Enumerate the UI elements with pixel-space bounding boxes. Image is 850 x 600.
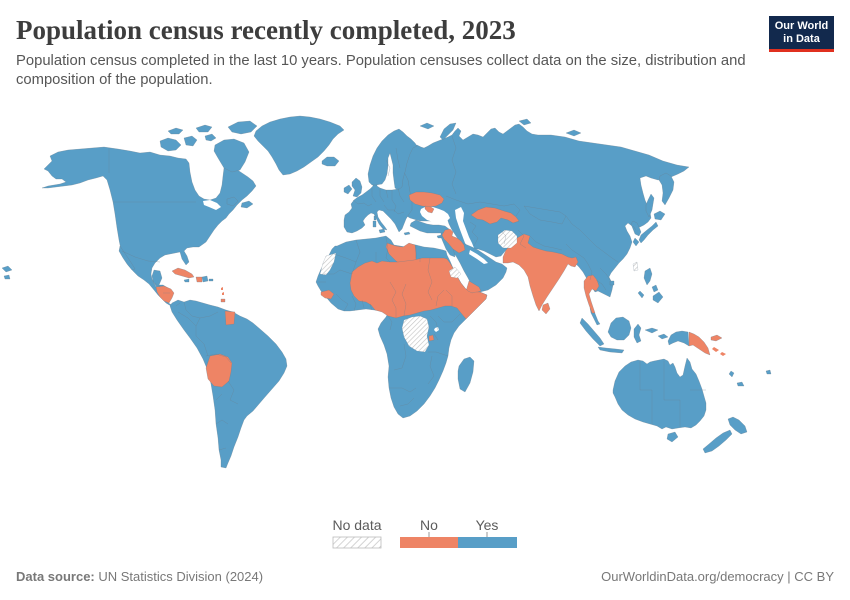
svg-text:No: No <box>420 517 438 533</box>
svg-text:Yes: Yes <box>476 517 499 533</box>
svg-text:No data: No data <box>332 517 381 533</box>
